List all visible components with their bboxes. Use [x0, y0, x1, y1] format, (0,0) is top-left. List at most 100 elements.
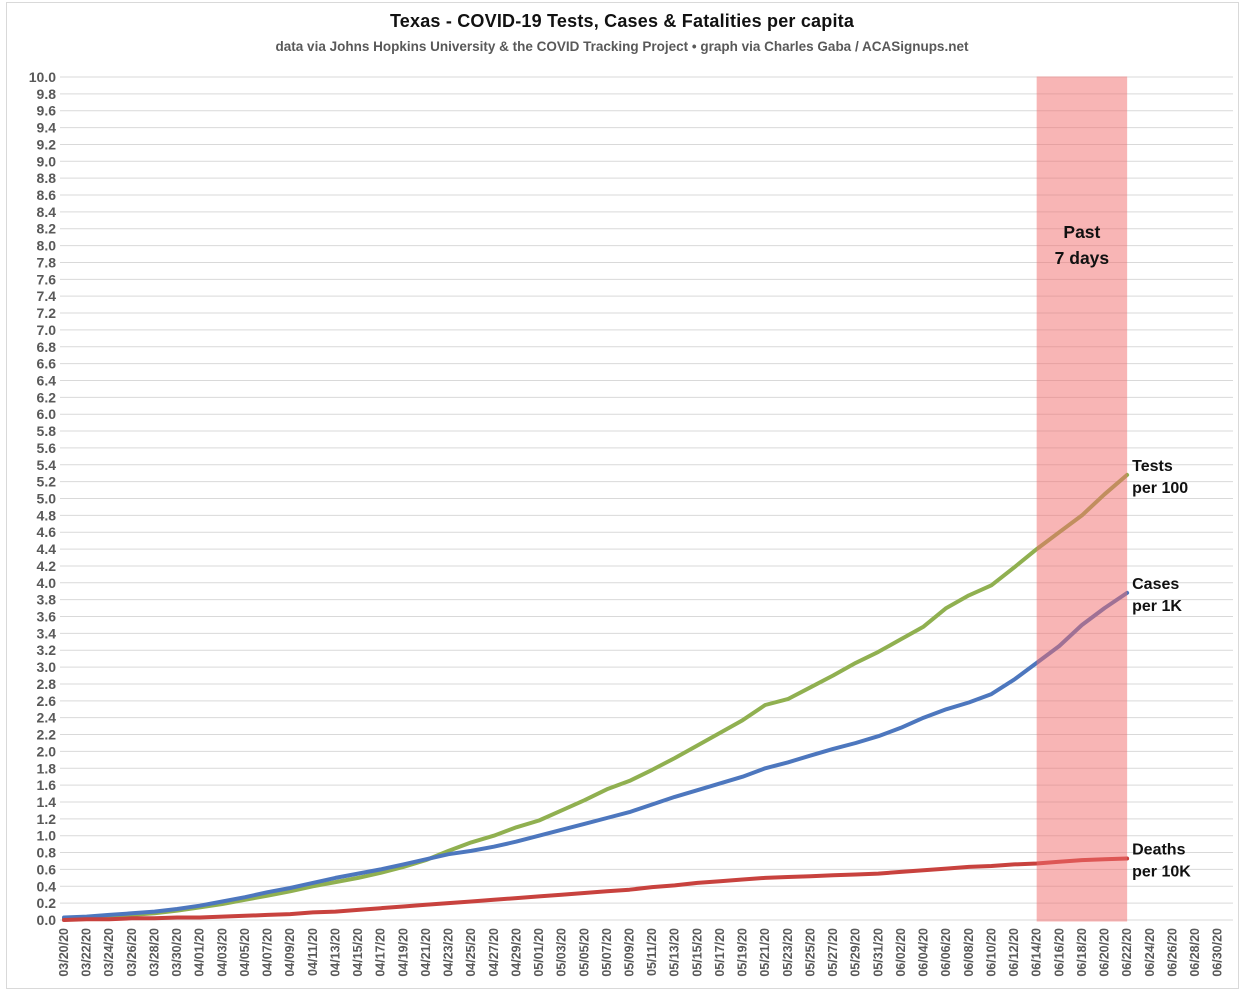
chart-subtitle: data via Johns Hopkins University & the … — [275, 39, 969, 54]
x-tick-label: 06/24/20 — [1143, 928, 1157, 977]
y-tick-label: 6.8 — [37, 339, 57, 355]
chart-border — [6, 2, 1239, 989]
y-tick-label: 8.2 — [37, 221, 57, 237]
y-tick-label: 3.0 — [37, 659, 57, 675]
y-tick-label: 5.4 — [37, 457, 57, 473]
x-tick-label: 06/26/20 — [1165, 928, 1179, 977]
x-tick-label: 06/02/20 — [894, 928, 908, 977]
x-tick-label: 06/06/20 — [939, 928, 953, 977]
x-tick-label: 05/05/20 — [577, 928, 591, 977]
series-label-tests-per-100: per 100 — [1132, 480, 1188, 497]
x-tick-label: 04/17/20 — [374, 928, 388, 977]
x-tick-label: 05/01/20 — [532, 928, 546, 977]
x-tick-label: 05/13/20 — [668, 928, 682, 977]
x-tick-label: 03/24/20 — [102, 928, 116, 977]
x-tick-label: 04/21/20 — [419, 928, 433, 977]
y-tick-label: 5.8 — [37, 423, 57, 439]
x-tick-label: 05/25/20 — [803, 928, 817, 977]
x-tick-label: 04/09/20 — [283, 928, 297, 977]
x-tick-label: 03/28/20 — [147, 928, 161, 977]
y-tick-label: 0.6 — [37, 861, 57, 877]
x-tick-label: 04/05/20 — [238, 928, 252, 977]
y-tick-label: 8.6 — [37, 187, 57, 203]
y-tick-label: 5.0 — [37, 491, 57, 507]
y-tick-label: 9.4 — [37, 120, 57, 136]
past-7-days-label: Past — [1063, 222, 1100, 242]
x-tick-label: 04/13/20 — [328, 928, 342, 977]
x-tick-label: 06/08/20 — [962, 928, 976, 977]
series-label-tests-per-100: Tests — [1132, 458, 1173, 475]
y-tick-label: 8.8 — [37, 170, 57, 186]
series-label-cases-per-1k: per 1K — [1132, 598, 1182, 615]
x-tick-label: 04/03/20 — [215, 928, 229, 977]
x-tick-label: 05/17/20 — [713, 928, 727, 977]
x-tick-label: 04/27/20 — [487, 928, 501, 977]
y-tick-label: 6.0 — [37, 406, 57, 422]
series-label-cases-per-1k: Cases — [1132, 576, 1179, 593]
x-tick-label: 03/22/20 — [80, 928, 94, 977]
y-tick-label: 4.2 — [37, 558, 57, 574]
y-tick-label: 1.4 — [37, 794, 57, 810]
series-label-deaths-per-10k: Deaths — [1132, 841, 1185, 858]
y-tick-label: 7.4 — [37, 288, 57, 304]
y-tick-label: 8.4 — [37, 204, 57, 220]
y-tick-label: 0.2 — [37, 895, 57, 911]
y-tick-label: 9.2 — [37, 136, 57, 152]
chart-title: Texas - COVID-19 Tests, Cases & Fataliti… — [389, 11, 855, 31]
x-tick-label: 06/04/20 — [917, 928, 931, 977]
y-tick-label: 2.2 — [37, 727, 57, 743]
y-tick-label: 5.6 — [37, 440, 57, 456]
x-tick-label: 06/12/20 — [1007, 928, 1021, 977]
x-tick-label: 06/20/20 — [1098, 928, 1112, 977]
y-tick-label: 6.6 — [37, 356, 57, 372]
x-tick-label: 06/10/20 — [984, 928, 998, 977]
y-tick-label: 4.4 — [37, 541, 57, 557]
x-tick-label: 04/15/20 — [351, 928, 365, 977]
x-tick-label: 04/23/20 — [442, 928, 456, 977]
x-tick-label: 04/29/20 — [509, 928, 523, 977]
x-tick-label: 04/11/20 — [306, 928, 320, 976]
y-tick-label: 7.2 — [37, 305, 57, 321]
series-label-deaths-per-10k: per 10K — [1132, 863, 1191, 880]
y-tick-label: 2.0 — [37, 743, 57, 759]
y-tick-label: 9.6 — [37, 103, 57, 119]
y-tick-label: 7.6 — [37, 271, 57, 287]
y-tick-label: 10.0 — [29, 69, 56, 85]
x-tick-label: 06/28/20 — [1188, 928, 1202, 977]
y-tick-label: 1.8 — [37, 760, 57, 776]
x-tick-label: 05/23/20 — [781, 928, 795, 977]
y-tick-label: 3.8 — [37, 592, 57, 608]
series-line-deaths-per-10k — [62, 856, 1130, 922]
y-tick-label: 3.4 — [37, 625, 57, 641]
x-tick-label: 04/07/20 — [261, 928, 275, 977]
x-tick-label: 06/14/20 — [1030, 928, 1044, 977]
x-tick-label: 05/31/20 — [871, 928, 885, 977]
y-tick-label: 0.4 — [37, 878, 57, 894]
y-tick-label: 1.2 — [37, 811, 57, 827]
y-tick-label: 0.8 — [37, 845, 57, 861]
y-tick-label: 2.4 — [37, 710, 57, 726]
x-tick-label: 05/29/20 — [849, 928, 863, 977]
x-tick-label: 03/20/20 — [57, 928, 71, 977]
x-tick-label: 05/11/20 — [645, 928, 659, 976]
y-tick-label: 7.8 — [37, 254, 57, 270]
y-tick-label: 9.8 — [37, 86, 57, 102]
y-tick-label: 4.6 — [37, 524, 57, 540]
x-tick-label: 06/22/20 — [1120, 928, 1134, 977]
series-line-tests-per-100 — [62, 472, 1130, 921]
x-tick-label: 04/25/20 — [464, 928, 478, 977]
y-tick-label: 1.0 — [37, 828, 57, 844]
series-line-cases-per-1k — [62, 590, 1130, 920]
y-tick-label: 8.0 — [37, 238, 57, 254]
x-tick-label: 05/21/20 — [758, 928, 772, 977]
y-tick-label: 3.2 — [37, 642, 57, 658]
y-tick-label: 0.0 — [37, 912, 57, 928]
y-tick-label: 6.2 — [37, 389, 57, 405]
y-tick-label: 9.0 — [37, 153, 57, 169]
x-tick-label: 05/19/20 — [736, 928, 750, 977]
x-tick-label: 06/18/20 — [1075, 928, 1089, 977]
y-tick-label: 1.6 — [37, 777, 57, 793]
y-tick-label: 2.8 — [37, 676, 57, 692]
y-tick-label: 4.8 — [37, 507, 57, 523]
